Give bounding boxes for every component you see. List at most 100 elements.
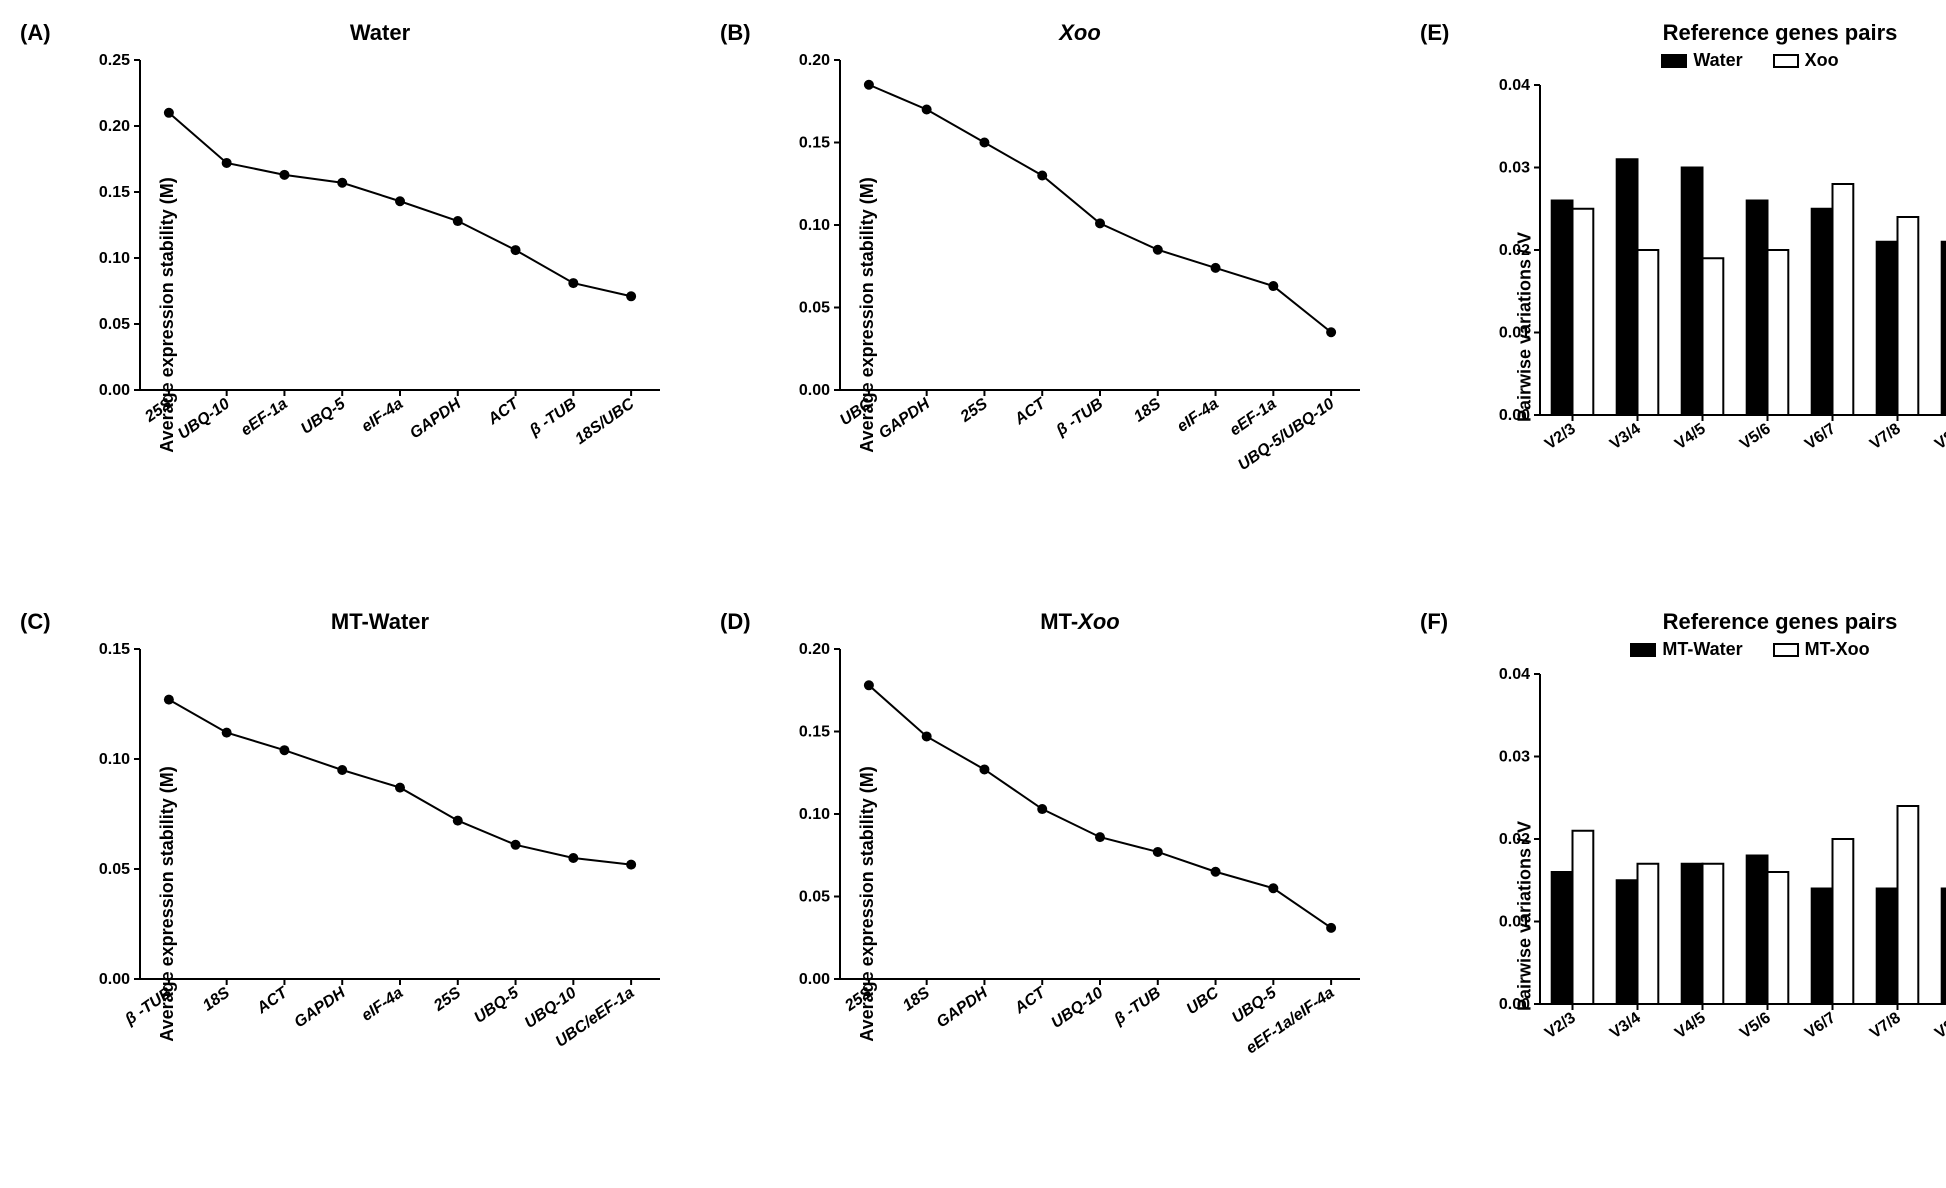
panel-title: MT-Water [80,609,680,635]
svg-text:V4/5: V4/5 [1672,1009,1709,1042]
svg-text:V3/4: V3/4 [1607,420,1644,453]
y-axis-label: Average expression stability (M) [157,177,178,452]
svg-text:0.15: 0.15 [799,135,830,152]
svg-text:0.15: 0.15 [99,184,130,201]
svg-text:0.00: 0.00 [799,382,830,399]
svg-text:0.05: 0.05 [99,316,130,333]
legend-item: Water [1661,50,1742,71]
figure-grid: (A) Water Average expression stability (… [20,20,1926,1168]
panel-title: Xoo [780,20,1380,46]
legend-item: MT-Xoo [1773,639,1870,660]
y-axis-label: Pairwise variations / V [1515,232,1536,422]
panel-title: Water [80,20,680,46]
svg-text:0.04: 0.04 [1499,666,1530,683]
svg-text:V3/4: V3/4 [1607,1009,1644,1042]
svg-text:0.00: 0.00 [99,382,130,399]
svg-text:eIF-4a: eIF-4a [359,984,407,1025]
svg-text:18S/UBC: 18S/UBC [572,395,637,448]
panel-letter: (E) [1420,20,1449,46]
panel-title: MT-Xoo [780,609,1380,635]
svg-text:18S: 18S [900,984,933,1014]
svg-text:0.10: 0.10 [99,250,130,267]
svg-text:V2/3: V2/3 [1542,420,1579,453]
panel-e: (E) Reference genes pairs Water Xoo Pair… [1420,20,1946,579]
svg-text:V7/8: V7/8 [1867,1009,1904,1042]
plot-area-b: Average expression stability (M) 0.000.0… [790,50,1370,579]
svg-text:V6/7: V6/7 [1802,1009,1839,1042]
plot-area-f: Pairwise variations / V 0.000.010.020.03… [1490,664,1946,1168]
svg-text:0.10: 0.10 [799,217,830,234]
svg-text:25S: 25S [957,395,991,426]
svg-text:0.04: 0.04 [1499,77,1530,94]
svg-text:V4/5: V4/5 [1672,420,1709,453]
legend-swatch-filled [1661,54,1687,68]
plot-area-e: Pairwise variations / V 0.000.010.020.03… [1490,75,1946,579]
svg-text:V5/6: V5/6 [1737,1009,1774,1042]
svg-text:β -TUB: β -TUB [1110,984,1164,1029]
legend: Water Xoo [1420,50,1946,71]
legend-swatch-open [1773,643,1799,657]
panel-d: (D) MT-Xoo Average expression stability … [720,609,1380,1168]
panel-letter: (F) [1420,609,1448,635]
svg-text:V2/3: V2/3 [1542,1009,1579,1042]
svg-text:0.20: 0.20 [99,118,130,135]
svg-text:0.20: 0.20 [799,52,830,69]
svg-text:eEF-1a: eEF-1a [1227,395,1280,439]
plot-area-a: Average expression stability (M) 0.00 0.0… [90,50,670,579]
svg-text:ACT: ACT [1011,984,1050,1018]
bar-chart: 0.000.010.020.030.04V2/3V3/4V4/5V5/6V6/7… [1490,75,1946,535]
svg-text:ACT: ACT [484,395,523,429]
panel-f: (F) Reference genes pairs MT-Water MT-Xo… [1420,609,1946,1168]
svg-text:V8/9: V8/9 [1932,1009,1946,1042]
svg-text:0.25: 0.25 [99,52,130,69]
svg-text:V5/6: V5/6 [1737,420,1774,453]
svg-text:eEF-1a: eEF-1a [238,395,291,439]
svg-text:UBQ-10: UBQ-10 [1048,984,1106,1032]
legend-label: Xoo [1805,50,1839,71]
panel-letter: (C) [20,609,51,635]
svg-text:V8/9: V8/9 [1932,420,1946,453]
panel-title: Reference genes pairs [1480,20,1946,46]
y-axis-label: Pairwise variations / V [1515,821,1536,1011]
panel-letter: (A) [20,20,51,46]
svg-text:UBQ-5: UBQ-5 [471,984,522,1027]
svg-text:UBQ-5: UBQ-5 [298,395,349,438]
svg-text:0.03: 0.03 [1499,160,1530,177]
legend-label: MT-Xoo [1805,639,1870,660]
svg-text:0.10: 0.10 [799,806,830,823]
svg-text:β -TUB: β -TUB [526,395,580,440]
legend-swatch-open [1773,54,1799,68]
svg-text:UBQ-5/UBQ-10: UBQ-5/UBQ-10 [1235,395,1337,474]
plot-area-c: Average expression stability (M) 0.000.0… [90,639,670,1168]
svg-text:0.00: 0.00 [799,971,830,988]
svg-text:0.10: 0.10 [99,751,130,768]
svg-text:GAPDH: GAPDH [291,984,348,1031]
svg-text:eIF-4a: eIF-4a [359,395,407,436]
svg-text:ACT: ACT [1011,395,1050,429]
svg-text:V7/8: V7/8 [1867,420,1904,453]
svg-text:0.15: 0.15 [99,641,130,658]
svg-text:0.05: 0.05 [799,889,830,906]
svg-text:0.00: 0.00 [99,971,130,988]
svg-text:V6/7: V6/7 [1802,420,1839,453]
svg-text:GAPDH: GAPDH [934,984,991,1031]
panel-letter: (D) [720,609,751,635]
svg-text:UBC: UBC [1184,984,1223,1018]
svg-text:0.03: 0.03 [1499,749,1530,766]
legend-swatch-filled [1630,643,1656,657]
plot-area-d: Average expression stability (M) 0.000.0… [790,639,1370,1168]
svg-text:0.20: 0.20 [799,641,830,658]
y-axis-label: Average expression stability (M) [857,177,878,452]
panel-b: (B) Xoo Average expression stability (M)… [720,20,1380,579]
svg-text:ACT: ACT [253,984,292,1018]
panel-letter: (B) [720,20,751,46]
svg-text:UBQ-5: UBQ-5 [1229,984,1280,1027]
panel-title: Reference genes pairs [1480,609,1946,635]
svg-text:GAPDH: GAPDH [407,395,464,442]
panel-a: (A) Water Average expression stability (… [20,20,680,579]
svg-text:β -TUB: β -TUB [1053,395,1107,440]
panel-c: (C) MT-Water Average expression stabilit… [20,609,680,1168]
svg-text:25S: 25S [430,984,464,1015]
svg-text:0.15: 0.15 [799,724,830,741]
svg-text:18S: 18S [1131,395,1164,425]
